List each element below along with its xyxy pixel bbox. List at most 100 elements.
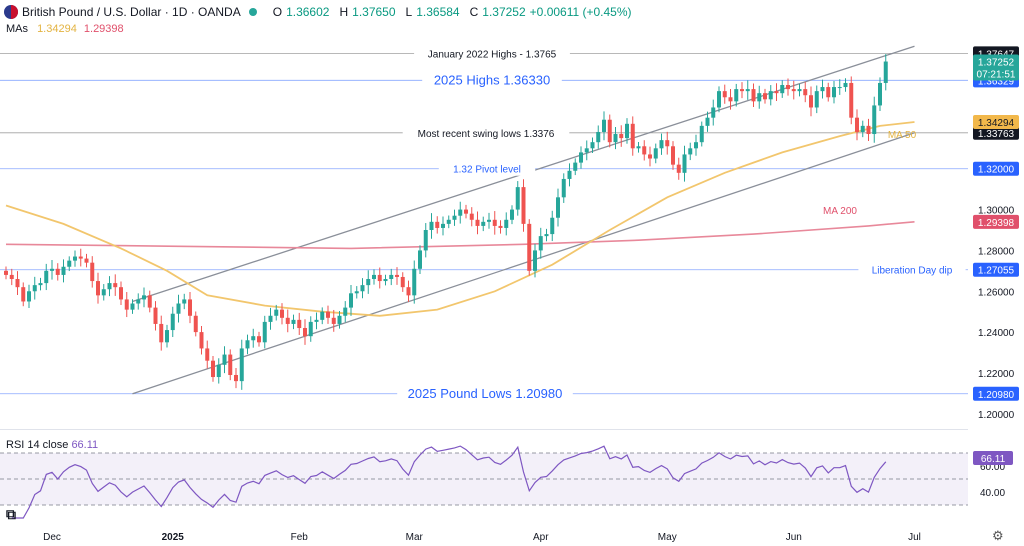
rsi-legend[interactable]: RSI 14 close 66.11 [6,439,98,451]
low-value: 1.36584 [416,5,460,19]
candle-body [96,281,100,296]
candle-body [814,91,819,108]
candle-body [441,223,445,228]
candle-body [38,283,43,286]
candle-body [147,295,152,308]
level-label-bg-0 [414,45,570,61]
candle-body [734,89,739,102]
channel-lower-line [132,132,915,395]
candle-body [124,299,129,310]
candle-body [464,209,468,214]
level-label-5: 2025 Pound Lows 1.20980 [408,386,563,401]
level-tag-2: 1.33763 [978,129,1015,140]
candle-body [757,93,762,102]
candle-body [239,348,244,382]
candle-body [32,285,37,292]
candle-body [423,230,428,251]
level-label-2: Most recent swing lows 1.3376 [418,129,555,140]
level-tag-bg-2 [973,125,1019,140]
x-tick-label: Mar [406,532,424,543]
candle-body [498,225,503,228]
candle-body [659,140,664,149]
candle-body [791,89,796,92]
candle-body [607,119,612,143]
candle-body [280,309,284,318]
rsi-tag: 66.11 [981,454,1006,465]
level-label-bg-4 [858,261,966,277]
rsi-tick-label: 60.00 [980,462,1005,473]
candle-body [50,268,54,271]
candle-body [550,217,555,235]
candle-body [268,315,273,322]
candle-body [866,125,871,135]
candle-body [745,89,750,92]
price-tag-bg-1 [973,114,1019,129]
ma-legend[interactable]: MAs 1.34294 1.29398 [6,23,124,35]
ma200-line [5,221,915,250]
candle-body [717,91,721,108]
candle-body [234,374,238,382]
candle-body [694,142,698,149]
candle-body [418,250,422,269]
candle-body [4,270,8,275]
candle-body [602,119,606,132]
open-value: 1.36602 [286,5,330,19]
candle-body [475,219,480,226]
candle-body [251,336,256,341]
candle-body [142,295,146,300]
candle-body [395,274,399,277]
x-tick-label: May [658,532,677,543]
price-tag-bg-2 [973,214,1019,229]
candle-body [84,258,89,263]
x-tick-label: Jun [786,532,802,543]
candle-body [619,134,624,139]
candle-body [435,221,440,228]
settings-gear-icon[interactable]: ⚙ [992,528,1004,543]
candle-body [492,219,497,226]
price-tag-0: 1.37252 [978,58,1015,69]
symbol-title[interactable]: British Pound / U.S. Dollar · 1D · OANDA [22,5,241,19]
candle-body [360,285,365,292]
chart-header: British Pound / U.S. Dollar · 1D · OANDA… [4,5,632,19]
ma50-label: MA 50 [888,130,917,141]
level-label-3: 1.32 Pivot level [453,165,521,176]
open-label: O [272,5,283,19]
level-tag-bg-5 [973,386,1019,401]
level-tag-1: 1.36329 [978,76,1015,87]
tradingview-logo-icon[interactable]: ⧉ [6,506,16,522]
candle-body [285,317,290,324]
candle-body [567,170,572,179]
candle-body [67,260,72,267]
candle-body [699,125,704,143]
price-tag-1: 1.34294 [978,118,1015,129]
candle-body [113,283,118,288]
level-label-bg-2 [402,124,570,140]
candle-body [648,154,652,159]
ma50-line [5,121,915,317]
price-tag-bg-0 [973,54,1019,81]
candle-body [228,354,233,375]
candle-body [642,146,647,155]
candle-body [320,311,325,320]
candle-body [579,152,583,163]
candle-body [860,125,865,132]
y-tick-label: 1.24000 [978,328,1015,339]
y-tick-label: 1.28000 [978,246,1015,257]
x-tick-label: Dec [43,532,61,543]
y-tick-label: 1.30000 [978,206,1015,217]
high-value: 1.37650 [352,5,396,19]
candle-body [44,270,49,284]
candle-body [676,164,681,173]
level-tag-4: 1.27055 [978,266,1015,277]
candle-body [458,209,463,216]
x-tick-label: Apr [533,532,549,543]
high-label: H [339,5,349,19]
candle-body [561,178,566,198]
ma50-legend-value: 1.34294 [37,23,77,35]
x-tick-label: Jul [908,532,921,543]
candle-body [205,348,210,361]
candle-body [389,274,394,280]
candle-body [797,89,802,92]
candle-body [337,315,342,324]
